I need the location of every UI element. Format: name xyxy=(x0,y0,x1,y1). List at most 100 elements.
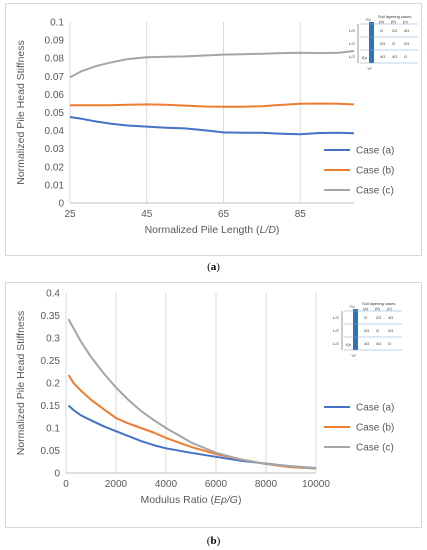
caption-b-label: b xyxy=(210,535,217,547)
inset-case-label: (a) xyxy=(379,19,385,24)
y-tick-label: 0.09 xyxy=(45,36,65,47)
pile-shape xyxy=(369,22,374,63)
inset-layer-value: G xyxy=(392,41,395,46)
inset-layer-value: G xyxy=(380,28,383,33)
x-tick-label: 25 xyxy=(64,209,76,220)
inset-diameter-label: "d" xyxy=(351,353,357,358)
y-tick-label: 0.05 xyxy=(45,108,65,119)
series-line-1 xyxy=(67,404,317,470)
y-tick-label: 0.15 xyxy=(41,401,61,412)
inset-layer-label: L/3 xyxy=(349,41,355,46)
inset-case-label: (a) xyxy=(363,306,369,311)
x-axis-label: Normalized Pile Length (L/D) xyxy=(145,224,280,236)
caption-a-label: a xyxy=(210,261,217,273)
inset-diameter-label: "d" xyxy=(367,66,373,71)
x-axis-label: Modulus Ratio (Ep/G) xyxy=(141,494,242,506)
y-tick-label: 0 xyxy=(54,469,60,480)
x-axis-label-var: L/D xyxy=(260,224,277,236)
inset-layer-value: 4G xyxy=(404,28,409,33)
inset-layer-value: 2G xyxy=(380,41,385,46)
caption-a: (a) xyxy=(207,261,220,273)
inset-case-label: (b) xyxy=(391,19,397,24)
y-axis-label: Normalized Pile Head Stiffness xyxy=(15,311,27,456)
x-tick-label: 2000 xyxy=(105,479,128,490)
inset-case-label: (c) xyxy=(403,19,408,24)
inset-schematic: Fo Soil layering cases(a) (b) (c) L/3 G 2G 4G L/… xyxy=(333,301,402,358)
inset-layer-label: L/3 xyxy=(333,315,339,320)
inset-top-label: Fo xyxy=(350,304,355,309)
inset-layer-value: 2G xyxy=(364,328,369,333)
inset-modulus-label: Ep xyxy=(362,55,368,60)
x-tick-label: 85 xyxy=(295,209,307,220)
inset-layer-value: 2G xyxy=(404,41,409,46)
y-tick-label: 0.25 xyxy=(41,356,61,367)
series-line-1 xyxy=(69,116,355,136)
chart-a-svg: 0 0.01 0.02 0.03 0.04 0.05 0.06 0.07 0.08 0.09 0.1… xyxy=(15,14,418,236)
inset-case-label: (b) xyxy=(375,306,381,311)
x-tick-label: 6000 xyxy=(205,479,228,490)
y-tick-label: 0.08 xyxy=(45,54,65,65)
x-axis-label-main: Modulus Ratio ( xyxy=(141,494,215,506)
x-tick-label: 0 xyxy=(63,479,69,490)
inset-layer-value: G xyxy=(404,54,407,59)
y-tick-label: 0.03 xyxy=(45,144,65,155)
inset-layer-value: 4G xyxy=(364,341,369,346)
inset-layer-value: G xyxy=(376,328,379,333)
inset-layer-value: 4G xyxy=(392,54,397,59)
y-tick-label: 0.1 xyxy=(50,18,64,29)
inset-layer-value: 2G xyxy=(388,328,393,333)
legend-label-3: Case (c) xyxy=(356,443,394,454)
inset-layer-value: 2G xyxy=(376,315,381,320)
y-tick-label: 0.02 xyxy=(45,162,65,173)
x-tick-label: 45 xyxy=(141,209,153,220)
y-tick-label: 0.4 xyxy=(46,289,60,300)
inset-layer-value: 4G xyxy=(376,341,381,346)
x-axis-label-main: Normalized Pile Length ( xyxy=(145,224,260,236)
chart-b-svg: 0 0.05 0.1 0.15 0.2 0.25 0.3 0.35 0.4 0 2000 4000 60… xyxy=(15,289,402,506)
inset-schematic: Fo Soil layering cases(a) (b) (c) L/3 G 2G 4G L/… xyxy=(349,14,418,71)
pile-shape xyxy=(353,309,358,350)
inset-layer-value: G xyxy=(388,341,391,346)
inset-layer-label: L/3 xyxy=(333,341,339,346)
series-line-3 xyxy=(67,318,317,470)
x-tick-label: 10000 xyxy=(302,479,330,490)
x-tick-label: 8000 xyxy=(255,479,278,490)
inset-layer-value: 4G xyxy=(388,315,393,320)
caption-b: (b) xyxy=(206,535,221,547)
y-tick-label: 0.07 xyxy=(45,72,65,83)
x-tick-label: 4000 xyxy=(155,479,178,490)
y-tick-label: 0.35 xyxy=(41,311,61,322)
inset-title: Soil layering cases xyxy=(362,301,395,306)
inset-layer-label: L/3 xyxy=(349,54,355,59)
y-tick-label: 0.05 xyxy=(41,446,61,457)
y-tick-label: 0.3 xyxy=(46,334,60,345)
inset-top-label: Fo xyxy=(366,17,371,22)
chart-panel-a: 0 0.01 0.02 0.03 0.04 0.05 0.06 0.07 0.08 0.09 0.1… xyxy=(5,3,422,256)
y-tick-label: 0.2 xyxy=(46,379,60,390)
legend-label-1: Case (a) xyxy=(356,146,394,157)
legend-label-1: Case (a) xyxy=(356,403,394,414)
legend-label-2: Case (b) xyxy=(356,166,394,177)
x-axis-label-var: Ep/G xyxy=(214,494,238,506)
inset-layer-value: 4G xyxy=(380,54,385,59)
y-axis-label: Normalized Pile Head Stiffness xyxy=(15,40,27,185)
inset-title: Soil layering cases xyxy=(378,14,411,19)
inset-layer-value: 2G xyxy=(392,28,397,33)
legend-label-2: Case (b) xyxy=(356,423,394,434)
series-line-2 xyxy=(67,374,317,470)
chart-panel-b: 0 0.05 0.1 0.15 0.2 0.25 0.3 0.35 0.4 0 2000 4000 60… xyxy=(5,282,422,528)
y-tick-label: 0 xyxy=(58,199,64,210)
x-axis-label-end: ) xyxy=(276,224,280,236)
legend-label-3: Case (c) xyxy=(356,186,394,197)
inset-modulus-label: Ep xyxy=(346,342,352,347)
inset-layer-value: G xyxy=(364,315,367,320)
inset-case-label: (c) xyxy=(387,306,392,311)
inset-layer-label: L/3 xyxy=(333,328,339,333)
series-line-2 xyxy=(70,102,355,108)
series-line-3 xyxy=(69,50,355,79)
y-tick-label: 0.04 xyxy=(45,126,65,137)
x-axis-label-end: ) xyxy=(238,494,242,506)
y-tick-label: 0.01 xyxy=(45,180,65,191)
y-tick-label: 0.06 xyxy=(45,90,65,101)
x-tick-label: 65 xyxy=(218,209,230,220)
